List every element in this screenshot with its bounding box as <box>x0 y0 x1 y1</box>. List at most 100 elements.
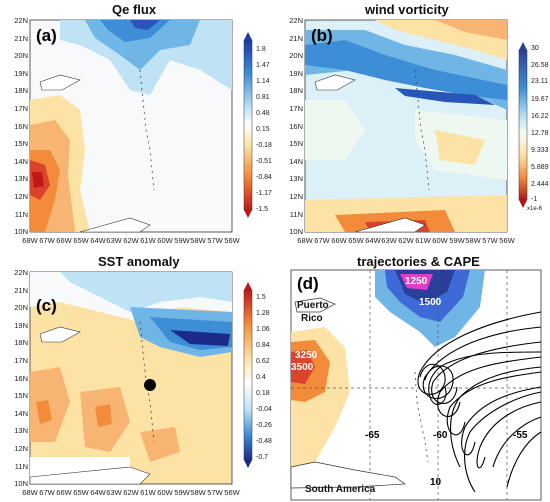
ytick: 22N <box>14 16 28 25</box>
ytick: 15N <box>14 139 28 148</box>
xtick: 64W <box>90 488 106 497</box>
ytick: 18N <box>14 86 28 95</box>
panel-d-letter: (d) <box>297 274 319 293</box>
xtick: 67W <box>314 236 330 245</box>
xtick: 68W <box>22 236 38 245</box>
ytick: 19N <box>14 69 28 78</box>
xtick: 63W <box>381 236 397 245</box>
cb-c-tick: 0.4 <box>256 374 266 381</box>
xtick: 66W <box>56 488 72 497</box>
ytick: 22N <box>14 268 28 277</box>
cb-a-tick: -0.84 <box>256 174 272 181</box>
xtick: 57W <box>482 236 498 245</box>
panel-a-map <box>29 19 253 233</box>
cb-a-tick: 1.8 <box>256 46 266 53</box>
cb-a-tick: 1.14 <box>256 78 270 85</box>
xtick: 62W <box>123 236 139 245</box>
xtick: 63W <box>106 488 122 497</box>
cb-b-unit: x1e-6 <box>527 206 543 212</box>
ytick: 15N <box>14 391 28 400</box>
xtick: 66W <box>56 236 72 245</box>
ytick: 16N <box>289 122 303 131</box>
cb-c-tick: 1.06 <box>256 326 270 333</box>
ytick: 18N <box>14 338 28 347</box>
xtick: 67W <box>39 488 55 497</box>
ytick: 21N <box>14 286 28 295</box>
ytick: 18N <box>289 86 303 95</box>
xtick: 61W <box>415 236 431 245</box>
xtick: 56W <box>224 236 240 245</box>
panel-d-map <box>290 269 542 501</box>
cb-b-tick: 12.78 <box>531 130 549 137</box>
xtick: 60W <box>157 236 173 245</box>
panel-c: SST anomaly (c) <box>0 252 275 502</box>
ytick: 22N <box>289 16 303 25</box>
panel-d-title: trajectories & CAPE <box>357 254 480 269</box>
panel-a-title: Qe flux <box>112 2 157 17</box>
cb-b-tick: 16.22 <box>531 113 549 120</box>
ytick: 16N <box>14 374 28 383</box>
ytick: 21N <box>289 34 303 43</box>
ytick: 17N <box>14 104 28 113</box>
ytick: 16N <box>14 122 28 131</box>
xtick: 65W <box>73 488 89 497</box>
ytick: 21N <box>14 34 28 43</box>
ytick: 15N <box>289 139 303 148</box>
xtick: 60W <box>157 488 173 497</box>
cb-c-tick: 0.62 <box>256 358 270 365</box>
ytick: 12N <box>289 192 303 201</box>
cb-b-tick: 23.11 <box>531 78 548 85</box>
cb-a-tick: -0.18 <box>256 142 272 149</box>
panel-a: Qe flux (a) 1.8 1.47 <box>0 0 275 250</box>
xtick: 57W <box>207 488 223 497</box>
xtick: 63W <box>106 236 122 245</box>
cape-1500-label: 1500 <box>419 297 442 308</box>
rico-label: Rico <box>301 313 323 324</box>
cape-1250-label: 1250 <box>405 276 428 287</box>
panel-c-map <box>29 271 253 485</box>
xtick: 68W <box>297 236 313 245</box>
cb-c-tick: -0.7 <box>256 454 269 461</box>
xtick: 62W <box>123 488 139 497</box>
xtick: 57W <box>207 236 223 245</box>
cb-a-tick: -1.5 <box>256 206 269 213</box>
panel-b: wind vorticity (b) <box>275 0 550 250</box>
ytick: 11N <box>289 210 303 219</box>
cb-b-tick: 2.444 <box>531 181 549 188</box>
lon-55-label: -55 <box>513 430 528 441</box>
xtick: 58W <box>190 236 206 245</box>
ytick: 12N <box>14 192 28 201</box>
cb-b-tick: 30 <box>531 45 539 52</box>
cb-a-tick: -1.17 <box>256 190 272 197</box>
lon-60-label: -60 <box>433 430 448 441</box>
south-america-label: South America <box>305 484 376 495</box>
xtick: 56W <box>499 236 515 245</box>
xtick: 64W <box>90 236 106 245</box>
ytick: 12N <box>14 444 28 453</box>
cb-c-tick: -0.26 <box>256 422 272 429</box>
cb-a-tick: 0.81 <box>256 94 270 101</box>
lat-10-label: 10 <box>430 477 442 488</box>
xtick: 64W <box>365 236 381 245</box>
cb-b-tick: 5.889 <box>531 164 549 171</box>
xtick: 67W <box>39 236 55 245</box>
cb-b-tick: 26.58 <box>531 62 549 69</box>
xtick: 66W <box>331 236 347 245</box>
cb-b-tick: 9.333 <box>531 147 549 154</box>
ytick: 13N <box>14 426 28 435</box>
xtick: 58W <box>465 236 481 245</box>
cb-c-tick: 1.28 <box>256 310 270 317</box>
ytick: 19N <box>14 321 28 330</box>
panel-b-letter: (b) <box>311 26 333 45</box>
cb-c-tick: -0.04 <box>256 406 272 413</box>
ytick: 17N <box>289 104 303 113</box>
cb-c-tick: -0.48 <box>256 438 272 445</box>
panel-a-letter: (a) <box>36 26 57 45</box>
cape-3250-label: 3250 <box>295 350 318 361</box>
ytick: 11N <box>14 210 28 219</box>
xtick: 59W <box>174 488 190 497</box>
ytick: 14N <box>14 409 28 418</box>
xtick: 62W <box>398 236 414 245</box>
ytick: 11N <box>14 462 28 471</box>
ytick: 20N <box>14 303 28 312</box>
